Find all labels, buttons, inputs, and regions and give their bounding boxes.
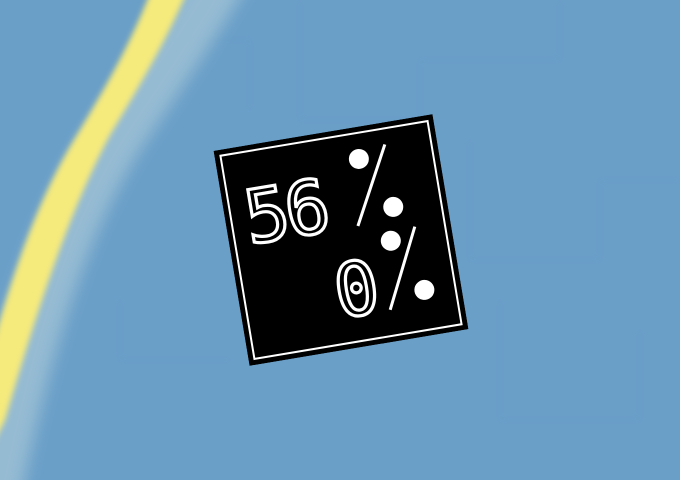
- percent-dot-bottom-2: [414, 279, 435, 300]
- percent-dot-top-1: [348, 148, 369, 169]
- badge-border: [219, 119, 463, 361]
- percent-slash-1: [356, 143, 387, 227]
- percent-dot-bottom-1: [383, 196, 404, 217]
- percent-dot-top-2: [380, 230, 401, 251]
- readout-row-1: 56 %: [237, 143, 404, 264]
- map-texture: [119, 0, 680, 421]
- percent-slash-2: [388, 226, 417, 311]
- status-badge: 56 % 0 %: [213, 114, 469, 366]
- badge-background: [213, 114, 469, 366]
- map-road: [0, 0, 184, 430]
- readout-value-1: 56: [238, 164, 332, 262]
